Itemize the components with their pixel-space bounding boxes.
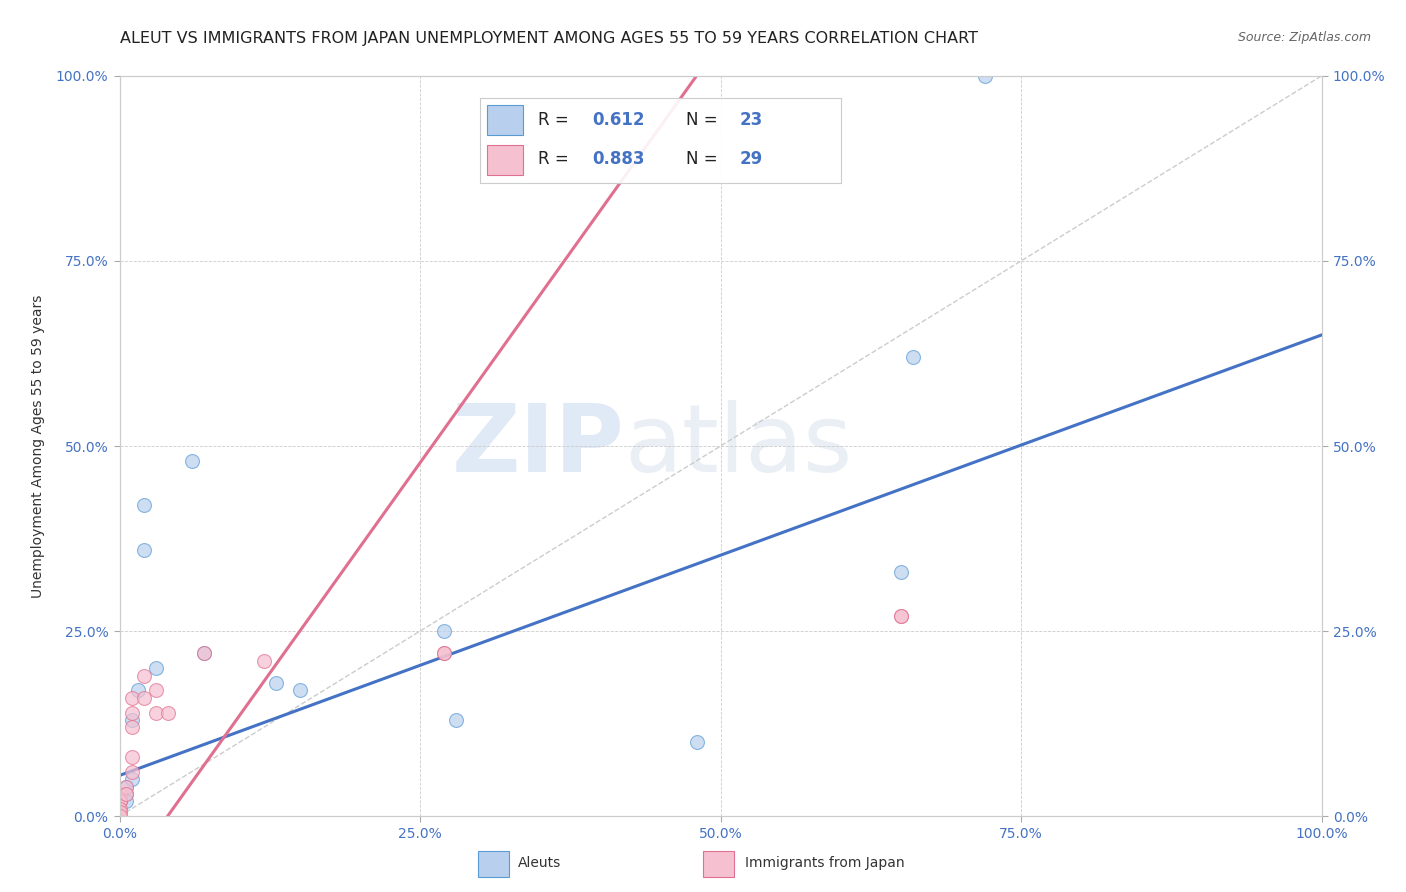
Point xyxy=(974,69,997,83)
Bar xyxy=(703,851,734,877)
Point xyxy=(264,676,287,690)
Point xyxy=(132,690,155,705)
Text: Aleuts: Aleuts xyxy=(517,856,561,870)
Point xyxy=(433,646,456,660)
Text: ALEUT VS IMMIGRANTS FROM JAPAN UNEMPLOYMENT AMONG AGES 55 TO 59 YEARS CORRELATIO: ALEUT VS IMMIGRANTS FROM JAPAN UNEMPLOYM… xyxy=(120,31,977,46)
Point xyxy=(901,350,924,364)
Point xyxy=(121,720,143,734)
Point xyxy=(108,809,131,823)
Text: atlas: atlas xyxy=(624,400,852,492)
Point xyxy=(132,542,155,557)
Y-axis label: Unemployment Among Ages 55 to 59 years: Unemployment Among Ages 55 to 59 years xyxy=(31,294,45,598)
Text: 23: 23 xyxy=(740,111,763,128)
Point xyxy=(121,750,143,764)
Point xyxy=(685,735,707,749)
Point xyxy=(121,713,143,727)
Point xyxy=(890,609,912,624)
Text: N =: N = xyxy=(686,111,723,128)
Point xyxy=(253,654,276,668)
Point xyxy=(127,683,149,698)
Text: N =: N = xyxy=(686,151,723,169)
Point xyxy=(108,794,131,808)
Text: Source: ZipAtlas.com: Source: ZipAtlas.com xyxy=(1237,31,1371,45)
Point xyxy=(114,787,136,801)
Point xyxy=(132,498,155,512)
Text: ZIP: ZIP xyxy=(451,400,624,492)
Point xyxy=(121,690,143,705)
Point xyxy=(114,794,136,808)
Bar xyxy=(488,145,523,175)
Point xyxy=(132,668,155,682)
Bar xyxy=(478,851,509,877)
Text: Immigrants from Japan: Immigrants from Japan xyxy=(745,856,905,870)
Point xyxy=(121,772,143,787)
Point xyxy=(890,565,912,579)
Bar xyxy=(488,105,523,135)
Point xyxy=(193,646,215,660)
Text: R =: R = xyxy=(538,151,574,169)
Point xyxy=(890,609,912,624)
Point xyxy=(114,787,136,801)
Point xyxy=(145,706,167,720)
Point xyxy=(433,624,456,639)
Point xyxy=(156,706,179,720)
Point xyxy=(121,764,143,779)
Point xyxy=(108,802,131,816)
Point xyxy=(288,683,311,698)
Point xyxy=(145,661,167,675)
Text: 29: 29 xyxy=(740,151,763,169)
Point xyxy=(180,454,202,468)
Text: 0.612: 0.612 xyxy=(592,111,644,128)
Point xyxy=(444,713,467,727)
Point xyxy=(433,646,456,660)
Point xyxy=(114,780,136,794)
Point xyxy=(114,780,136,794)
Text: R =: R = xyxy=(538,111,574,128)
Point xyxy=(121,706,143,720)
Point xyxy=(108,805,131,820)
Text: 0.883: 0.883 xyxy=(592,151,644,169)
Point xyxy=(193,646,215,660)
Point xyxy=(145,683,167,698)
Point xyxy=(108,794,131,808)
Point xyxy=(108,787,131,801)
